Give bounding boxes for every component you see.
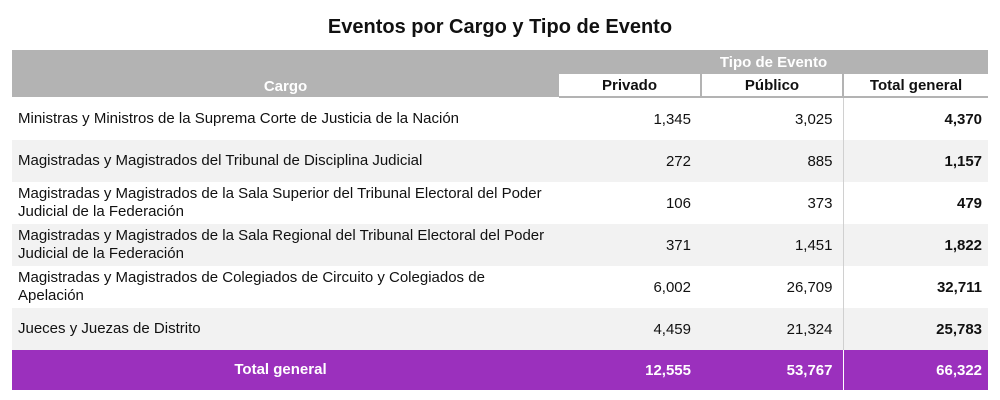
table-row: Magistradas y Magistrados de la Sala Sup… — [12, 182, 989, 224]
table-row: Ministras y Ministros de la Suprema Cort… — [12, 97, 989, 140]
cell-publico: 26,709 — [786, 278, 833, 296]
cell-privado: 1,345 — [653, 110, 691, 128]
cell-publico: 1,451 — [701, 224, 843, 266]
total-publico: 53,767 — [701, 350, 843, 390]
cell-total: 32,711 — [842, 266, 989, 308]
total-privado: 12,555 — [559, 350, 701, 390]
header-cargo: Cargo — [12, 50, 559, 97]
cell-publico: 21,324 — [701, 308, 843, 350]
cell-total: 4,370 — [842, 97, 989, 140]
header-publico: Público — [700, 74, 843, 98]
cell-cargo: Magistradas y Magistrados de Colegiados … — [18, 269, 485, 304]
cell-publico: 885 — [701, 140, 843, 182]
cell-privado: 371 — [559, 224, 701, 266]
table-title: Eventos por Cargo y Tipo de Evento — [327, 16, 673, 38]
cell-total: 1,157 — [842, 140, 989, 182]
cell-publico: 373 — [807, 194, 833, 212]
table-row: Magistradas y Magistrados del Tribunal d… — [12, 140, 989, 182]
cell-privado: 6,002 — [653, 278, 691, 296]
header-total-general: Total general — [841, 74, 989, 98]
total-general: 66,322 — [842, 350, 989, 390]
cell-cargo: Ministras y Ministros de la Suprema Cort… — [18, 109, 460, 127]
cell-cargo: Magistradas y Magistrados de la Sala Sup… — [18, 185, 542, 220]
cell-privado: 272 — [559, 140, 701, 182]
header-privado: Privado — [559, 74, 701, 98]
table-row: Magistradas y Magistrados de la Sala Reg… — [12, 224, 989, 266]
cell-privado: 4,459 — [559, 308, 701, 350]
total-row: Total general 12,555 53,767 66,322 — [12, 350, 989, 390]
cell-total: 479 — [842, 182, 989, 224]
events-table: Cargo Tipo de Evento Privado Público Tot… — [12, 50, 989, 390]
total-label: Total general — [12, 350, 559, 390]
header-tipo-de-evento: Tipo de Evento — [559, 50, 989, 74]
table-row: Magistradas y Magistrados de Colegiados … — [12, 266, 989, 308]
cell-cargo: Magistradas y Magistrados de la Sala Reg… — [12, 224, 559, 266]
cell-total: 25,783 — [842, 308, 989, 350]
cell-publico: 3,025 — [794, 110, 833, 128]
cell-cargo: Magistradas y Magistrados del Tribunal d… — [12, 140, 559, 182]
cell-cargo: Jueces y Juezas de Distrito — [12, 308, 559, 350]
cell-total: 1,822 — [842, 224, 989, 266]
cell-privado: 106 — [665, 194, 691, 212]
table-row: Jueces y Juezas de Distrito 4,459 21,324… — [12, 308, 989, 350]
